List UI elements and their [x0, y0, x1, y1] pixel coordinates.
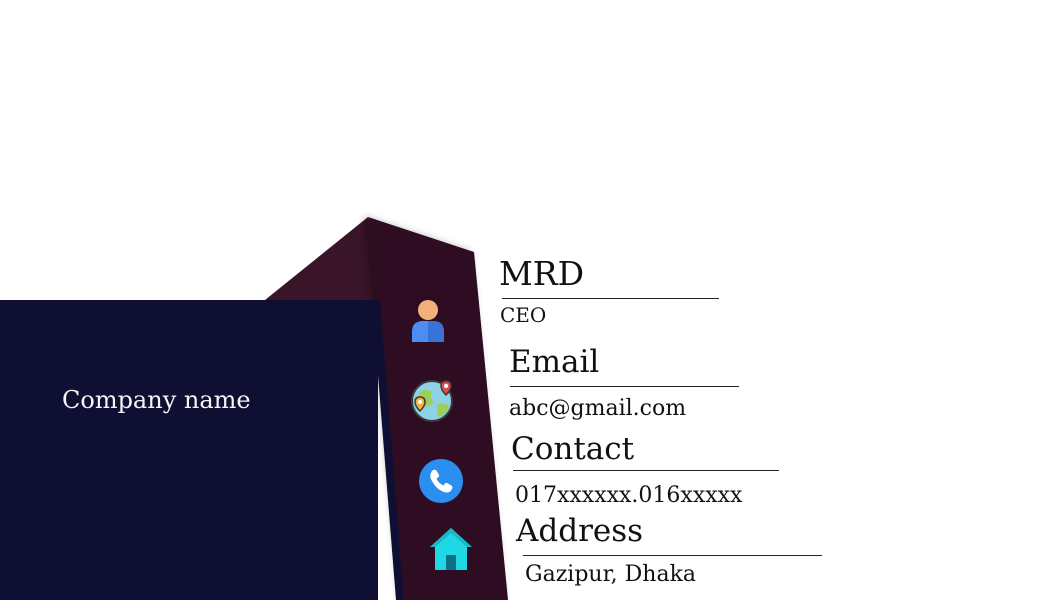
- home-icon: [430, 528, 472, 570]
- address-label: Address: [516, 513, 644, 549]
- contact-label: Contact: [511, 431, 635, 467]
- globe-location-icon: [411, 380, 453, 422]
- maroon-wing: [265, 217, 378, 300]
- user-icon: [412, 300, 444, 342]
- person-title: CEO: [500, 303, 547, 327]
- address-value: Gazipur, Dhaka: [525, 562, 697, 587]
- navy-panel: [0, 300, 378, 600]
- email-underline: [510, 386, 739, 387]
- email-label: Email: [509, 344, 600, 380]
- navy-panel-edge: [372, 300, 404, 600]
- phone-icon: [419, 459, 463, 503]
- company-name: Company name: [62, 386, 251, 414]
- phone-value: 017xxxxxx.016xxxxx: [515, 483, 743, 508]
- person-name: MRD: [499, 254, 585, 293]
- name-underline: [502, 298, 719, 299]
- address-underline: [523, 555, 822, 556]
- email-value: abc@gmail.com: [509, 396, 687, 421]
- contact-underline: [513, 470, 779, 471]
